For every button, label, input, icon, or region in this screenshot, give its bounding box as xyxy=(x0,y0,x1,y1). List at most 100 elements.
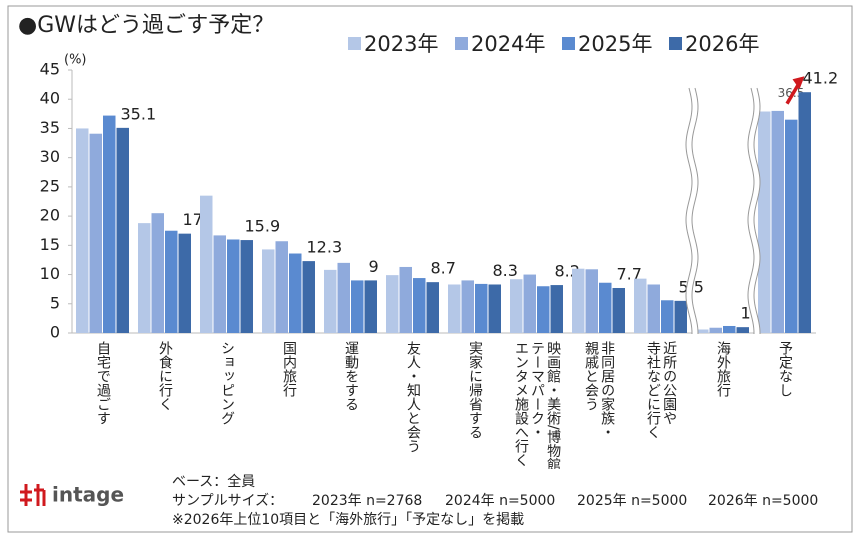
y-tick-label: 30 xyxy=(40,147,60,166)
legend-label: 2026年 xyxy=(685,32,759,56)
x-tick-label: 海外旅行 xyxy=(715,341,732,397)
y-tick-label: 40 xyxy=(40,89,60,108)
data-label: 9 xyxy=(369,257,379,276)
x-tick-label-box: 近所の公園や 寺社などに行く xyxy=(616,341,706,469)
x-tick-label: 実家に帰省する xyxy=(467,341,484,439)
bar xyxy=(413,278,426,333)
bar xyxy=(240,240,253,333)
data-label: 35.1 xyxy=(121,104,157,123)
bar xyxy=(461,280,474,333)
data-label: 1 xyxy=(741,304,751,323)
change-arrowhead xyxy=(792,76,805,90)
logo-text: intage xyxy=(52,483,124,507)
legend-swatch xyxy=(562,37,575,50)
bar xyxy=(178,233,191,333)
axis-break-line xyxy=(753,87,761,335)
x-tick-wrap: 運動をする xyxy=(306,341,396,469)
bar xyxy=(572,268,585,333)
axis-break-line xyxy=(747,87,755,335)
x-tick-label: 映画館・美術/博物館・ テーマパーク・ エンタメ施設へ行く xyxy=(512,341,562,469)
bar xyxy=(647,284,660,333)
y-tick-label: 25 xyxy=(40,176,60,195)
x-tick-label-box: 自宅で過ごす xyxy=(58,341,148,469)
y-tick-label: 5 xyxy=(50,293,60,312)
x-tick-wrap: 国内旅行 xyxy=(244,341,334,469)
x-tick-wrap: 近所の公園や 寺社などに行く xyxy=(616,341,706,469)
footer-base: ベース：全員 xyxy=(172,473,255,490)
bar xyxy=(475,283,488,333)
logo-mark xyxy=(20,484,46,506)
x-tick-label-box: 海外旅行 xyxy=(678,341,768,469)
bar xyxy=(76,128,89,333)
x-tick-label: 運動をする xyxy=(343,341,360,411)
bar xyxy=(89,133,102,333)
change-arrow xyxy=(785,83,801,105)
bar xyxy=(213,235,226,333)
footer-sample: 2025年 n=5000 xyxy=(577,493,687,509)
bar xyxy=(275,241,288,333)
x-tick-wrap: 外食に行く xyxy=(120,341,210,469)
x-tick-label-box: ショッピング xyxy=(182,341,272,469)
axis-break-fill xyxy=(686,88,698,334)
x-tick-label-box: 非同居の家族・ 親戚と会う xyxy=(583,341,616,439)
bar xyxy=(165,230,178,333)
x-tick-label-box: 外食に行く xyxy=(120,341,210,469)
bar xyxy=(302,261,315,333)
bar xyxy=(696,329,709,333)
y-unit: (%) xyxy=(64,53,87,68)
bar xyxy=(634,278,647,333)
x-tick-wrap: 映画館・美術/博物館・ テーマパーク・ エンタメ施設へ行く xyxy=(492,341,582,469)
axis-break-line xyxy=(685,87,693,335)
legend-label: 2024年 xyxy=(471,32,545,56)
bar xyxy=(523,274,536,333)
x-tick-label: 国内旅行 xyxy=(281,341,298,397)
legend-label: 2023年 xyxy=(364,32,438,56)
x-tick-label: 予定なし xyxy=(777,341,794,397)
chart-title: ●GWはどう過ごす予定？ xyxy=(18,13,274,38)
legend-swatch xyxy=(455,37,468,50)
x-tick-label: 自宅で過ごす xyxy=(95,341,112,425)
footer-note: ※2026年上位10項目と「海外旅行」「予定なし」を掲載 xyxy=(172,512,524,528)
footer-sample: 2026年 n=5000 xyxy=(708,493,818,509)
bar xyxy=(612,287,625,333)
x-tick-label-box: 実家に帰省する xyxy=(430,341,520,469)
bar xyxy=(550,285,563,333)
data-label: 12.3 xyxy=(307,238,343,257)
bar xyxy=(510,279,523,333)
x-tick-wrap: 実家に帰省する xyxy=(430,341,520,469)
data-label: 36.5 xyxy=(778,86,805,100)
axis-break-fill xyxy=(748,88,760,334)
data-label: 8.3 xyxy=(493,261,518,280)
bar xyxy=(399,266,412,333)
x-tick-label: 外食に行く xyxy=(157,341,174,411)
x-tick-label: 近所の公園や 寺社などに行く xyxy=(645,341,678,439)
bar xyxy=(758,111,771,334)
bar xyxy=(723,325,736,333)
data-label: 15.9 xyxy=(245,217,281,236)
bar xyxy=(426,282,439,333)
bar xyxy=(798,92,811,333)
bar xyxy=(103,115,116,333)
bar xyxy=(448,284,461,333)
footer-sample: 2023年 n=2768 xyxy=(312,493,422,509)
y-tick-label: 15 xyxy=(40,235,60,254)
footer-sample-label: サンプルサイズ： xyxy=(172,493,283,509)
footer-sample: 2024年 n=5000 xyxy=(445,493,555,509)
x-tick-wrap: ショッピング xyxy=(182,341,272,469)
x-tick-wrap: 予定なし xyxy=(740,341,830,469)
bar xyxy=(488,284,501,333)
bar xyxy=(337,262,350,333)
data-label: 8.7 xyxy=(431,259,456,278)
x-tick-wrap: 自宅で過ごす xyxy=(58,341,148,469)
bar xyxy=(324,269,337,333)
bar xyxy=(116,127,129,333)
bar xyxy=(262,249,275,333)
x-tick-wrap: 海外旅行 xyxy=(678,341,768,469)
x-tick-label: 友人・知人と会う xyxy=(405,341,422,453)
bar xyxy=(364,280,377,333)
x-tick-label: 非同居の家族・ 親戚と会う xyxy=(583,341,616,439)
x-tick-label-box: 国内旅行 xyxy=(244,341,334,469)
legend-swatch xyxy=(669,37,682,50)
bar xyxy=(599,282,612,333)
bar xyxy=(709,327,722,333)
